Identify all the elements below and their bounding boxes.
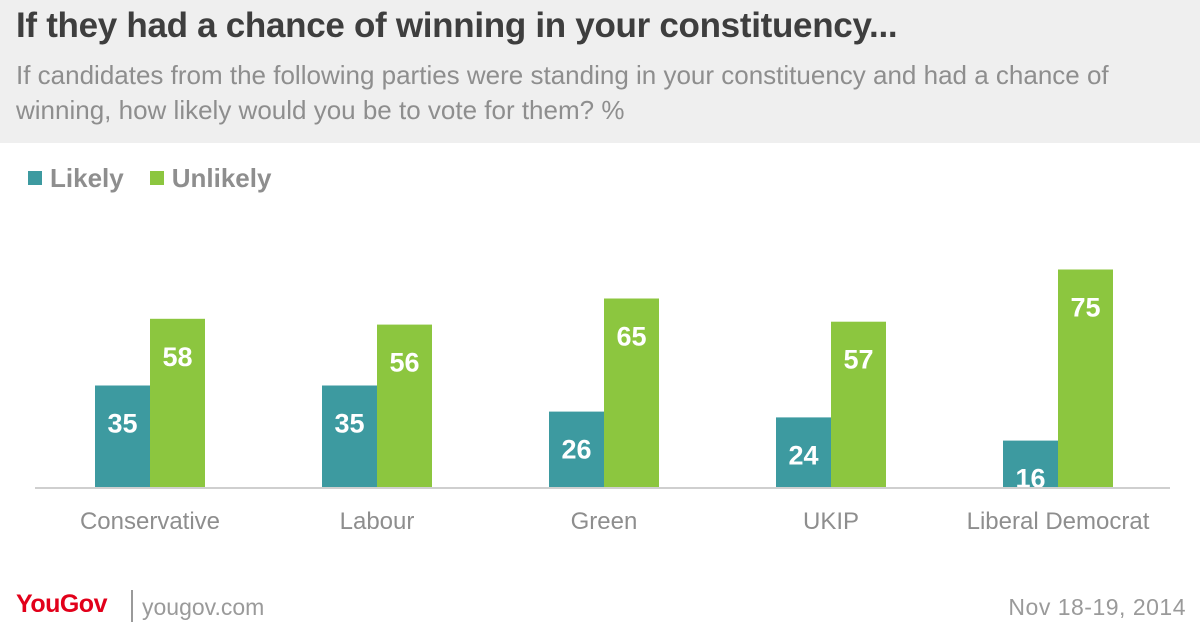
bar-likely-green	[549, 411, 604, 487]
footer-site-url: yougov.com	[142, 594, 265, 620]
legend-label-likely: Likely	[50, 162, 124, 193]
value-label-likely-labour: 35	[334, 409, 364, 439]
value-label-likely-conservative: 35	[107, 409, 137, 439]
legend-swatch-likely	[28, 171, 42, 185]
legend-item-likely: Likely	[28, 163, 124, 194]
value-label-unlikely-liberal-democrat: 75	[1070, 293, 1100, 323]
value-label-likely-liberal-democrat: 16	[1015, 464, 1045, 494]
legend-item-unlikely: Unlikely	[149, 162, 272, 194]
value-label-unlikely-ukip: 57	[843, 345, 873, 375]
value-label-likely-green: 26	[561, 435, 591, 465]
bar-likely-conservative	[95, 385, 150, 487]
category-label-conservative: Conservative	[80, 508, 220, 535]
bar-chart: 35 58 Conservative 35 56 Labour 26 65 Green 24 57 U…	[35, 269, 1170, 535]
category-label-green: Green	[571, 508, 638, 535]
legend: Likely Unlikely	[28, 163, 297, 193]
value-label-unlikely-green: 65	[616, 322, 646, 352]
header-band: If they had a chance of winning in your …	[0, 0, 1200, 143]
legend-swatch-unlikely	[149, 171, 164, 185]
bar-unlikely-ukip	[831, 321, 886, 487]
survey-date: Nov 18-19, 2014	[1008, 594, 1186, 620]
category-label-liberal-democrat: Liberal Democrat	[967, 508, 1150, 535]
bar-unlikely-liberal-democrat	[1058, 269, 1113, 487]
chart-subtitle: If candidates from the following parties…	[16, 60, 1109, 125]
value-label-likely-ukip: 24	[788, 440, 818, 470]
value-label-unlikely-labour: 56	[389, 348, 419, 378]
bar-unlikely-conservative	[150, 318, 205, 487]
chart-title: If they had a chance of winning in your …	[16, 6, 898, 45]
legend-label-unlikely: Unlikely	[171, 162, 272, 193]
footer-divider	[131, 590, 133, 622]
bar-likely-liberal-democrat	[1003, 440, 1058, 487]
value-label-unlikely-conservative: 58	[162, 342, 192, 372]
bar-likely-labour	[322, 385, 377, 487]
category-label-labour: Labour	[340, 508, 415, 535]
category-label-ukip: UKIP	[803, 508, 859, 535]
bar-unlikely-green	[604, 298, 659, 487]
bar-unlikely-labour	[377, 324, 432, 487]
bar-likely-ukip	[776, 417, 831, 487]
yougov-logo: YouGov	[16, 590, 107, 618]
